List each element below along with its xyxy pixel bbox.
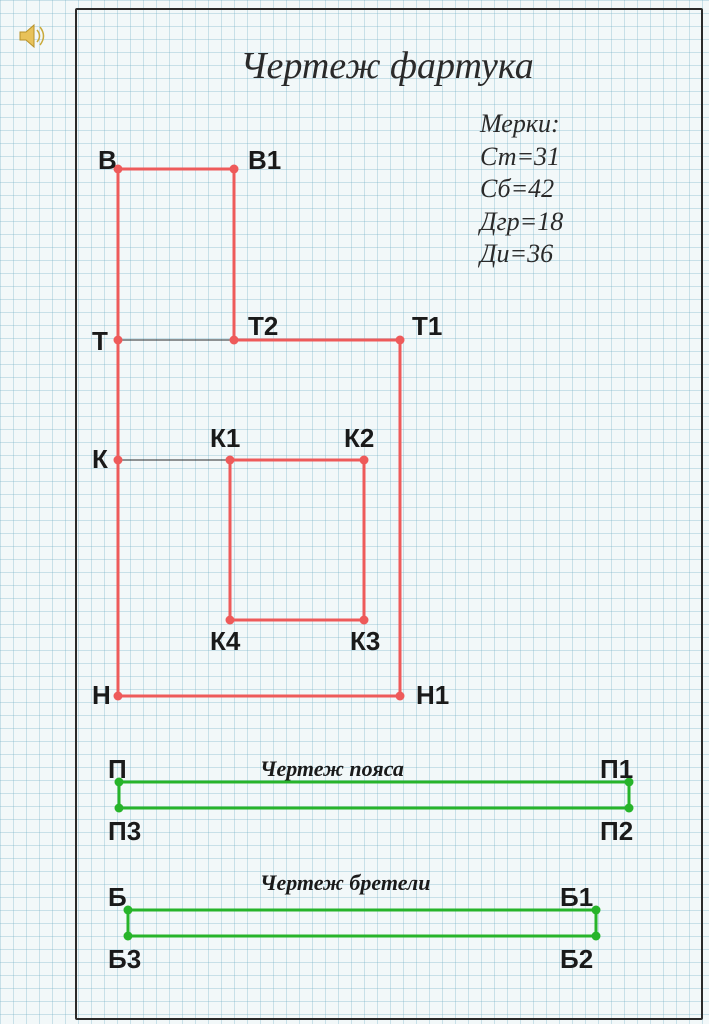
point-label: В1 — [248, 145, 281, 176]
apron-node — [396, 336, 405, 345]
point-label: К1 — [210, 423, 240, 454]
belt-node — [115, 804, 124, 813]
belt-node — [625, 804, 634, 813]
apron-node — [114, 692, 123, 701]
strap-title: Чертеж бретели — [260, 870, 430, 896]
apron-node — [114, 456, 123, 465]
point-label: Б — [108, 882, 127, 913]
apron-node — [360, 616, 369, 625]
point-label: Н1 — [416, 680, 449, 711]
point-label: Б2 — [560, 944, 593, 975]
point-label: К4 — [210, 626, 240, 657]
point-label: Т2 — [248, 311, 278, 342]
point-label: К — [92, 444, 108, 475]
point-label: В — [98, 145, 117, 176]
point-label: К2 — [344, 423, 374, 454]
point-label: П1 — [600, 754, 633, 785]
belt-title: Чертеж пояса — [260, 756, 404, 782]
point-label: Т — [92, 326, 108, 357]
point-label: П2 — [600, 816, 633, 847]
apron-node — [230, 336, 239, 345]
belt-outline — [119, 782, 629, 808]
apron-node — [396, 692, 405, 701]
apron-node — [230, 165, 239, 174]
point-label: Н — [92, 680, 111, 711]
strap-node — [592, 932, 601, 941]
point-label: Б3 — [108, 944, 141, 975]
point-label: П — [108, 754, 127, 785]
point-label: К3 — [350, 626, 380, 657]
pocket-outline — [230, 460, 364, 620]
apron-node — [360, 456, 369, 465]
point-label: Т1 — [412, 311, 442, 342]
strap-outline — [128, 910, 596, 936]
point-label: П3 — [108, 816, 141, 847]
apron-node — [226, 616, 235, 625]
strap-node — [124, 932, 133, 941]
apron-node — [226, 456, 235, 465]
apron-node — [114, 336, 123, 345]
page: Чертеж фартука Мерки: Ст=31 Сб=42 Дгр=18… — [0, 0, 709, 1024]
point-label: Б1 — [560, 882, 593, 913]
